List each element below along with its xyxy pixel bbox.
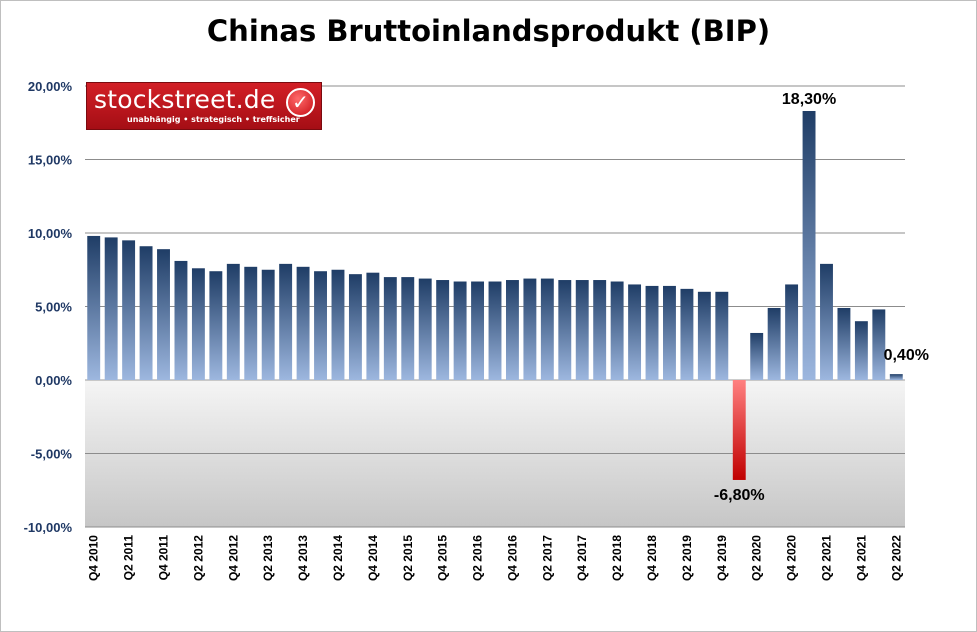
x-tick-label: Q4 2014 xyxy=(366,535,380,581)
bar-q1-2019 xyxy=(663,285,676,380)
bar-q4-2012 xyxy=(226,263,240,380)
bar-q3-2016 xyxy=(488,281,502,380)
bar-q2-2019 xyxy=(680,288,694,380)
bar-q2-2018 xyxy=(610,281,624,380)
x-tick-label: Q2 2011 xyxy=(122,535,136,581)
bar-q4-2021 xyxy=(854,321,868,380)
y-tick-label: 0,00% xyxy=(35,373,72,388)
bar-q4-2018 xyxy=(645,285,659,380)
bar-q1-2020 xyxy=(732,380,746,480)
x-tick-label: Q4 2015 xyxy=(436,535,450,581)
bar-q3-2020 xyxy=(767,307,781,380)
bar-q2-2014 xyxy=(331,269,345,380)
bar-q1-2013 xyxy=(244,266,258,380)
bar-q4-2015 xyxy=(436,280,450,380)
bars xyxy=(87,110,903,480)
x-tick-label: Q2 2019 xyxy=(680,535,694,581)
x-tick-label: Q2 2018 xyxy=(610,535,624,581)
bar-q4-2020 xyxy=(785,284,799,380)
bar-q4-2013 xyxy=(296,266,310,380)
bar-q3-2021 xyxy=(837,307,851,380)
y-tick-label: 20,00% xyxy=(28,79,73,94)
logo-text: stockstreet.de xyxy=(94,85,276,114)
bar-q3-2011 xyxy=(139,246,153,380)
bar-q2-2015 xyxy=(401,277,415,380)
bar-q1-2016 xyxy=(453,281,467,380)
data-label: 0,40% xyxy=(884,347,929,364)
x-tick-label: Q2 2015 xyxy=(401,535,415,581)
x-tick-label: Q4 2020 xyxy=(785,535,799,581)
bar-q1-2012 xyxy=(174,260,188,380)
y-tick-label: -5,00% xyxy=(31,447,73,462)
bar-q3-2014 xyxy=(348,274,362,380)
x-tick-label: Q4 2010 xyxy=(87,535,101,581)
chart-title: Chinas Bruttoinlandsprodukt (BIP) xyxy=(206,14,771,48)
x-tick-label: Q2 2017 xyxy=(540,535,554,581)
bar-q1-2021 xyxy=(802,110,816,381)
bar-q1-2022 xyxy=(872,309,886,380)
bar-q4-2016 xyxy=(505,280,519,380)
bar-q4-2010 xyxy=(87,235,101,380)
x-tick-label: Q2 2014 xyxy=(331,535,345,581)
x-tick-label: Q2 2013 xyxy=(261,535,275,581)
x-tick-label: Q4 2017 xyxy=(575,535,589,581)
bar-q4-2019 xyxy=(715,291,729,380)
data-label: -6,80% xyxy=(714,487,765,504)
bar-q1-2015 xyxy=(383,277,397,380)
data-labels: -6,80% 18,30% 0,40% xyxy=(714,91,929,504)
bar-q2-2022 xyxy=(889,374,903,380)
bar-q3-2019 xyxy=(697,291,711,380)
bar-q2-2012 xyxy=(191,268,205,380)
x-tick-label: Q2 2022 xyxy=(889,535,903,581)
stockstreet-logo: stockstreet.de unabhängig • strategisch … xyxy=(86,82,322,130)
bar-q1-2014 xyxy=(314,271,327,380)
x-tick-label: Q4 2012 xyxy=(226,535,240,581)
bar-q3-2018 xyxy=(628,284,642,380)
x-tick-label: Q4 2021 xyxy=(854,535,868,581)
bar-q1-2017 xyxy=(523,278,537,380)
bar-q2-2020 xyxy=(750,332,764,380)
x-tick-label: Q2 2021 xyxy=(819,535,833,581)
bar-q3-2013 xyxy=(279,263,293,380)
x-tick-label: Q4 2011 xyxy=(157,535,171,581)
data-label: 18,30% xyxy=(782,91,836,108)
y-tick-label: 5,00% xyxy=(35,300,72,315)
x-tick-label: Q2 2016 xyxy=(471,535,485,581)
bar-q4-2014 xyxy=(366,272,380,380)
bar-q2-2011 xyxy=(122,240,136,380)
y-tick-label: 15,00% xyxy=(28,153,73,168)
y-tick-label: 10,00% xyxy=(28,226,73,241)
bar-q4-2011 xyxy=(157,249,170,380)
y-tick-label: -10,00% xyxy=(24,520,73,535)
bar-q2-2017 xyxy=(540,278,554,380)
logo-tagline: unabhängig • strategisch • treffsicher xyxy=(127,115,300,124)
bar-q4-2017 xyxy=(575,280,589,380)
x-tick-label: Q4 2019 xyxy=(715,535,729,581)
x-tick-label: Q4 2016 xyxy=(505,535,519,581)
x-axis-labels: Q4 2010 Q2 2011 Q4 2011 Q2 2012 Q4 2012 Q2 20… xyxy=(87,535,904,581)
bar-q3-2012 xyxy=(209,271,223,380)
bar-q2-2016 xyxy=(471,281,485,380)
y-axis-labels: 20,00% 15,00% 10,00% 5,00% 0,00% -5,00% -10,00… xyxy=(24,79,73,535)
x-tick-label: Q4 2013 xyxy=(296,535,310,581)
checkmark-icon: ✓ xyxy=(286,88,315,117)
bar-q1-2018 xyxy=(593,280,607,380)
x-tick-label: Q2 2012 xyxy=(191,535,205,581)
bar-q3-2015 xyxy=(418,278,432,380)
x-tick-label: Q4 2018 xyxy=(645,535,659,581)
bar-q2-2021 xyxy=(820,263,833,380)
bar-q1-2011 xyxy=(104,237,118,380)
bar-q3-2017 xyxy=(558,280,572,380)
x-tick-label: Q2 2020 xyxy=(750,535,764,581)
bar-q2-2013 xyxy=(261,269,275,380)
